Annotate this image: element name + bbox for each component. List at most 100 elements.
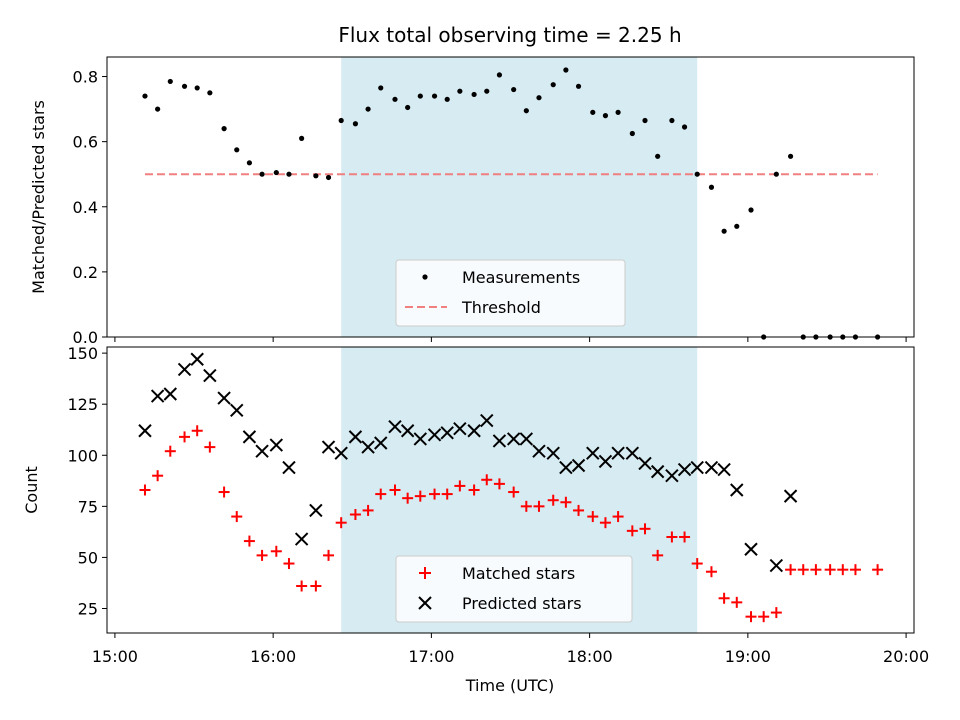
predicted-star-point xyxy=(282,460,296,475)
predicted-star-point xyxy=(150,389,165,403)
top-y-ticks: 0.0 0.2 0.4 0.6 0.8 xyxy=(73,68,107,347)
predicted-star-point xyxy=(677,462,692,477)
predicted-star-point xyxy=(348,430,363,444)
matched-star-point xyxy=(310,580,322,592)
matched-star-point xyxy=(731,596,743,608)
top-panel: 0.0 0.2 0.4 0.6 0.8 Flux total observing tim… xyxy=(29,23,915,347)
predicted-star-point xyxy=(138,424,152,438)
measurement-point xyxy=(352,121,359,127)
legend-measurements-label: Measurements xyxy=(462,268,580,287)
matched-star-point xyxy=(508,486,520,498)
predicted-star-stroke xyxy=(440,426,454,440)
predicted-star-stroke xyxy=(625,446,640,460)
top-y-tick-label: 0.4 xyxy=(73,198,98,217)
predicted-star-point xyxy=(730,483,744,497)
bottom-y-tick-label: 125 xyxy=(67,395,98,414)
predicted-star-stroke xyxy=(492,434,507,448)
bottom-x-tick-label: 20:00 xyxy=(883,647,929,666)
matched-star-point xyxy=(481,474,493,486)
matched-star-point xyxy=(612,511,624,523)
top-y-tick-label: 0.8 xyxy=(73,68,98,87)
matched-star-point xyxy=(573,504,585,516)
predicted-star-stroke xyxy=(546,446,560,460)
predicted-star-point xyxy=(413,432,428,446)
bottom-panel: 25 50 75 100 125 150 15:00 16:00 17:00 18:00 19:0… xyxy=(22,344,929,695)
predicted-star-stroke xyxy=(321,440,336,454)
measurement-point xyxy=(590,109,596,115)
matched-star-point xyxy=(414,490,426,502)
measurement-point xyxy=(392,96,398,102)
predicted-star-point xyxy=(625,446,640,460)
measurement-point xyxy=(181,83,188,89)
legend-predicted-label: Predicted stars xyxy=(462,594,582,613)
measurement-point xyxy=(299,135,305,141)
bottom-y-tick-label: 50 xyxy=(78,548,98,567)
predicted-star-stroke xyxy=(177,362,192,377)
matched-star-point xyxy=(837,564,849,576)
matched-star-point xyxy=(705,566,717,578)
matched-star-point xyxy=(454,480,466,492)
measurement-point xyxy=(313,173,319,179)
matched-star-point xyxy=(560,496,572,508)
predicted-star-point xyxy=(361,440,375,454)
predicted-star-stroke xyxy=(783,489,798,503)
predicted-star-stroke xyxy=(571,458,586,473)
predicted-star-stroke xyxy=(334,446,348,460)
measurement-point xyxy=(259,171,265,177)
matched-star-point xyxy=(679,531,691,543)
matched-star-point xyxy=(666,531,678,543)
measurement-point xyxy=(655,153,661,159)
predicted-star-stroke xyxy=(677,462,692,477)
predicted-star-stroke xyxy=(427,428,442,442)
predicted-star-stroke xyxy=(638,456,652,471)
legend-measurements-marker xyxy=(422,274,428,280)
bottom-axes-frame xyxy=(106,346,915,634)
matched-star-point xyxy=(824,564,836,576)
measurement-point xyxy=(550,82,556,88)
predicted-star-stroke xyxy=(650,464,665,479)
measurement-point xyxy=(365,106,371,112)
measurement-point xyxy=(602,113,609,119)
matched-star-point xyxy=(218,486,230,498)
measurement-point xyxy=(642,117,648,124)
matched-star-point xyxy=(770,607,782,619)
predicted-star-point xyxy=(559,460,573,475)
matched-star-point xyxy=(296,580,308,592)
predicted-star-stroke xyxy=(203,368,217,383)
predicted-star-point xyxy=(309,503,323,518)
matched-star-point xyxy=(164,445,176,457)
matched-star-point xyxy=(468,484,480,496)
measurement-point xyxy=(773,171,779,177)
matched-star-point xyxy=(758,611,770,623)
predicted-star-point xyxy=(203,368,217,383)
measurement-point xyxy=(734,223,740,229)
bottom-x-ticks: 15:00 16:00 17:00 18:00 19:00 20:00 xyxy=(92,633,929,666)
measurement-point xyxy=(338,117,344,124)
measurement-point xyxy=(286,171,292,177)
predicted-star-point xyxy=(744,542,758,556)
measurement-point xyxy=(246,160,253,166)
predicted-star-point xyxy=(650,464,665,479)
top-y-tick-label: 0.6 xyxy=(73,133,98,152)
matched-star-point xyxy=(810,564,822,576)
bottom-y-axis-label: Count xyxy=(22,466,41,514)
bottom-x-tick-label: 19:00 xyxy=(725,647,771,666)
measurement-point xyxy=(536,95,542,101)
matched-star-point xyxy=(389,484,401,496)
bottom-y-tick-label: 100 xyxy=(67,446,98,465)
measurement-point xyxy=(629,130,635,137)
matched-star-point xyxy=(599,517,611,529)
bottom-y-ticks: 25 50 75 100 125 150 xyxy=(67,344,107,618)
predicted-star-stroke xyxy=(532,444,546,458)
matched-star-point xyxy=(323,549,335,561)
predicted-star-point xyxy=(163,387,178,401)
predicted-star-stroke xyxy=(704,460,719,475)
top-axes-frame xyxy=(106,56,915,338)
measurement-point xyxy=(457,88,463,94)
predicted-star-point xyxy=(586,446,600,460)
matched-star-point xyxy=(520,500,532,512)
matched-star-point xyxy=(547,494,559,506)
top-y-tick-label: 0.2 xyxy=(73,263,98,282)
predicted-stars-layer xyxy=(138,352,798,573)
top-chart-title: Flux total observing time = 2.25 h xyxy=(338,23,681,47)
